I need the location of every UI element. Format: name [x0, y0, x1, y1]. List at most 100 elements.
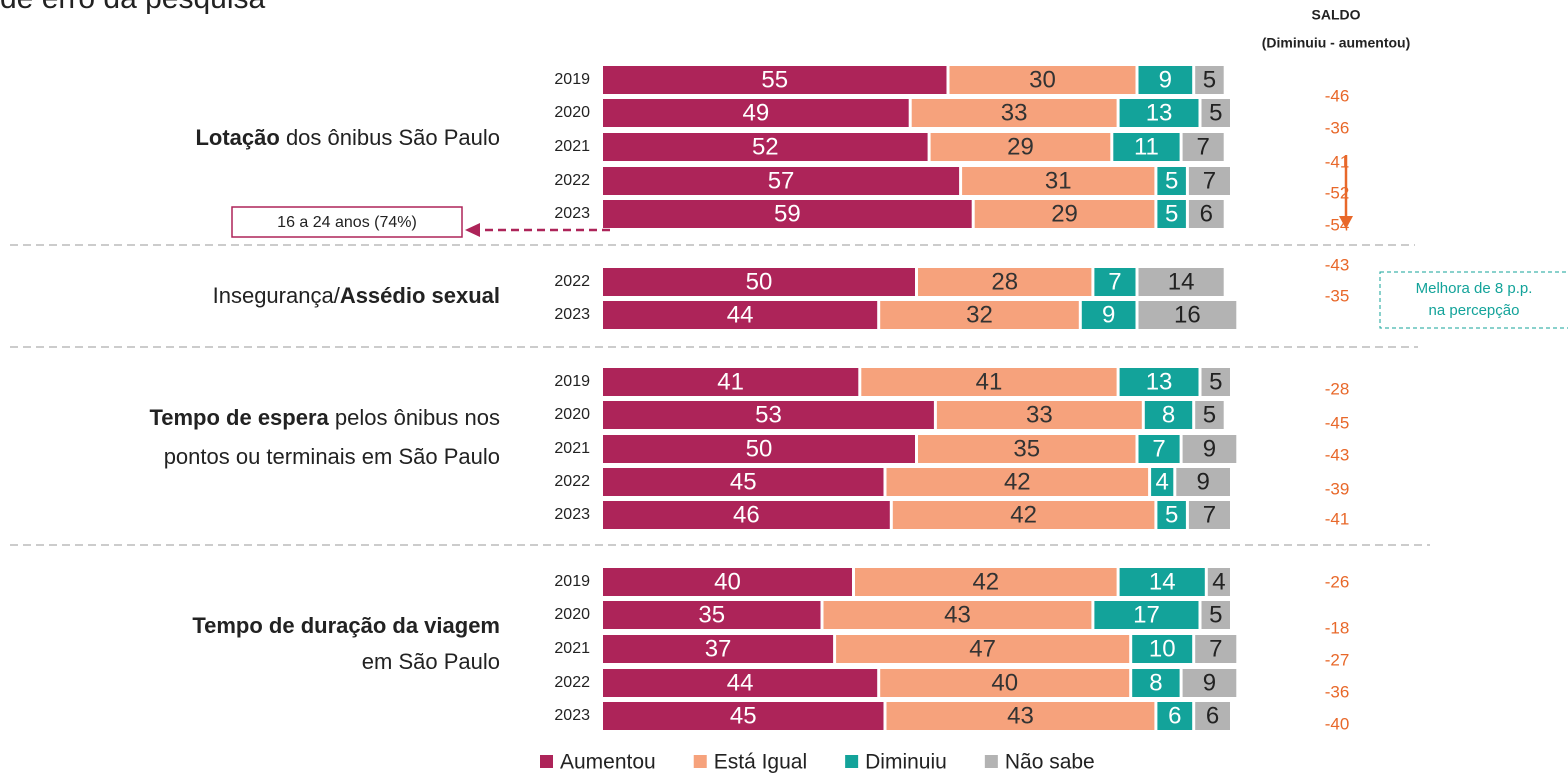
saldo-title: SALDO: [1312, 7, 1361, 23]
bar-segment: [603, 669, 878, 697]
data-label: 8: [1149, 669, 1162, 696]
bar-segment: [603, 635, 834, 663]
bar-segment: [603, 99, 909, 127]
y-tick-label: 2020: [554, 606, 590, 623]
y-tick-label: 2022: [554, 273, 590, 290]
data-label: 42: [1004, 468, 1031, 495]
y-tick-label: 2023: [554, 707, 590, 724]
data-label: 28: [991, 268, 1018, 295]
bar-segment: [823, 601, 1092, 629]
bar-segment: [1201, 368, 1230, 396]
bar-segment: [603, 301, 878, 329]
data-label: 17: [1133, 601, 1160, 628]
bar-segment: [603, 468, 884, 496]
data-label: 37: [705, 635, 732, 662]
data-label: 35: [698, 601, 725, 628]
data-label: 7: [1203, 501, 1216, 528]
data-label: 40: [714, 568, 741, 595]
saldo-value: -35: [1325, 286, 1350, 305]
data-label: 29: [1051, 200, 1078, 227]
data-label: 9: [1159, 66, 1172, 93]
bar-segment: [1138, 435, 1180, 463]
y-tick-label: 2021: [554, 640, 590, 657]
bar-segment: [1119, 99, 1199, 127]
data-label: 7: [1203, 167, 1216, 194]
data-label: 35: [1013, 435, 1040, 462]
bar-segment: [918, 435, 1136, 463]
data-label: 50: [746, 268, 773, 295]
data-label: 42: [972, 568, 999, 595]
legend-label: Aumentou: [560, 751, 656, 774]
saldo-value: -27: [1325, 650, 1350, 669]
bar-segment: [930, 133, 1111, 161]
label-part: Tempo de duração da viagem: [192, 613, 500, 638]
data-label: 10: [1149, 635, 1176, 662]
bar-segment: [1157, 702, 1193, 730]
data-label: 5: [1165, 501, 1178, 528]
data-label: 32: [966, 301, 993, 328]
bar-segment: [911, 99, 1117, 127]
label-part: pelos ônibus nos: [329, 405, 500, 430]
data-label: 13: [1146, 368, 1173, 395]
annotation-box: [1379, 271, 1568, 329]
data-label: 5: [1209, 601, 1222, 628]
bar-segment: [1132, 635, 1193, 663]
bar-segment: [949, 66, 1136, 94]
data-label: 5: [1203, 66, 1216, 93]
y-tick-label: 2020: [554, 104, 590, 121]
saldo-value: -18: [1325, 618, 1350, 637]
data-label: 40: [991, 669, 1018, 696]
saldo-value: -54: [1325, 215, 1350, 234]
bar-segment: [861, 368, 1117, 396]
data-label: 13: [1146, 99, 1173, 126]
data-label: 47: [969, 635, 996, 662]
bar-segment: [1188, 200, 1224, 228]
legend-swatch: [845, 755, 859, 768]
bar-segment: [1113, 133, 1180, 161]
saldo-value: -52: [1325, 183, 1350, 202]
data-label: 9: [1203, 669, 1216, 696]
saldo-value: -39: [1325, 479, 1350, 498]
bar-segment: [886, 702, 1155, 730]
bar-segment: [1201, 99, 1230, 127]
data-label: 53: [755, 401, 782, 428]
legend-swatch: [540, 755, 553, 768]
saldo-value: -40: [1325, 714, 1350, 733]
data-label: 50: [746, 435, 773, 462]
annotation: na percepção: [1429, 302, 1520, 319]
data-label: 6: [1168, 702, 1181, 729]
data-label: 44: [727, 301, 754, 328]
bar-segment: [603, 435, 915, 463]
y-tick-label: 2023: [554, 306, 590, 323]
y-tick-label: 2021: [554, 138, 590, 155]
bar-segment: [1081, 301, 1136, 329]
bar-segment: [603, 200, 972, 228]
data-label: 5: [1165, 200, 1178, 227]
data-label: 52: [752, 133, 779, 160]
bar-segment: [1151, 468, 1174, 496]
data-label: 43: [944, 601, 971, 628]
bar-segment: [603, 133, 928, 161]
annotation: Melhora de 8 p.p.: [1416, 280, 1533, 297]
y-tick-label: 2022: [554, 172, 590, 189]
data-label: 9: [1196, 468, 1209, 495]
data-label: 31: [1045, 167, 1072, 194]
data-label: 7: [1152, 435, 1165, 462]
bar-segment: [974, 200, 1155, 228]
bar-segment: [1182, 133, 1224, 161]
bar-segment: [1132, 669, 1180, 697]
bar-segment: [603, 66, 947, 94]
data-label: 16: [1174, 301, 1201, 328]
data-label: 5: [1165, 167, 1178, 194]
bar-segment: [1157, 167, 1186, 195]
data-label: 41: [717, 368, 744, 395]
data-label: 7: [1209, 635, 1222, 662]
data-label: 33: [1001, 99, 1028, 126]
saldo-value: -36: [1325, 682, 1350, 701]
saldo-value: -41: [1325, 509, 1350, 528]
y-tick-label: 2022: [554, 674, 590, 691]
group-label: Tempo de espera pelos ônibus nos: [149, 405, 500, 430]
bar-segment: [1195, 635, 1237, 663]
bar-segment: [603, 568, 852, 596]
y-tick-label: 2019: [554, 573, 590, 590]
